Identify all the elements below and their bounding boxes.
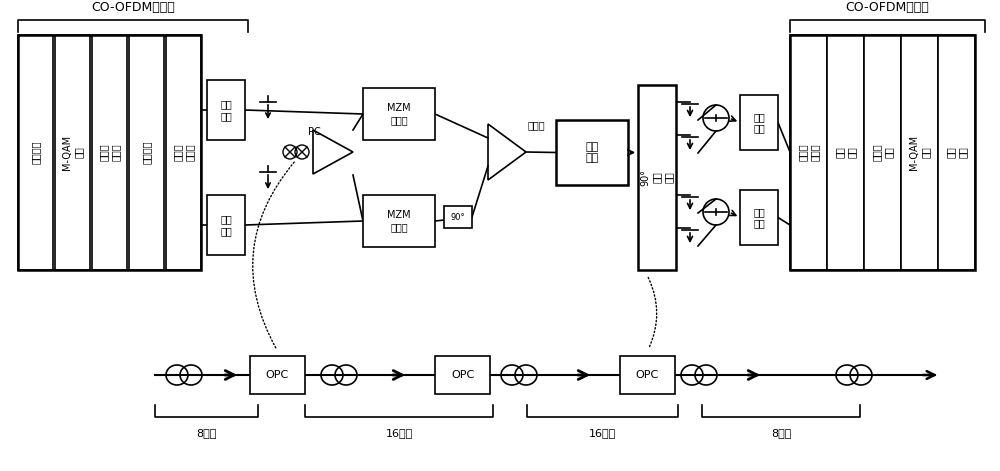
- Text: M-QAM
解调: M-QAM 解调: [909, 135, 930, 170]
- Bar: [827, 35, 864, 270]
- Text: CO-OFDM发射端: CO-OFDM发射端: [91, 1, 175, 14]
- Bar: [444, 206, 472, 228]
- Text: 8跨度: 8跨度: [196, 428, 217, 438]
- Bar: [18, 35, 53, 270]
- Text: OPC: OPC: [636, 370, 659, 380]
- Bar: [207, 80, 245, 140]
- Bar: [901, 35, 938, 270]
- Bar: [556, 120, 628, 185]
- Text: CO-OFDM接收端: CO-OFDM接收端: [846, 1, 929, 14]
- Bar: [92, 35, 127, 270]
- Text: 16跨度: 16跨度: [385, 428, 413, 438]
- Text: 光纤
链路: 光纤 链路: [585, 142, 599, 163]
- Bar: [129, 35, 164, 270]
- Bar: [638, 85, 676, 270]
- Text: 傅里叶
变换: 傅里叶 变换: [872, 144, 893, 161]
- Text: MZM
调制器: MZM 调制器: [387, 103, 411, 125]
- Text: 增加循
环前缀: 增加循 环前缀: [173, 144, 194, 161]
- Bar: [363, 195, 435, 247]
- Bar: [740, 190, 778, 245]
- Bar: [620, 356, 675, 394]
- Text: 90°: 90°: [451, 212, 465, 221]
- Text: PC: PC: [308, 127, 321, 137]
- Text: 数模
转换: 数模 转换: [220, 99, 232, 121]
- Text: M-QAM
调制: M-QAM 调制: [62, 135, 83, 170]
- Text: 数模
转换: 数模 转换: [753, 112, 765, 133]
- Text: 串并转换: 串并转换: [30, 141, 40, 164]
- Bar: [250, 356, 305, 394]
- Bar: [18, 35, 201, 270]
- Bar: [207, 195, 245, 255]
- Text: 并串
转换: 并串 转换: [946, 146, 967, 158]
- Bar: [740, 95, 778, 150]
- Bar: [938, 35, 975, 270]
- Text: 耦合器: 耦合器: [528, 120, 546, 130]
- Text: OPC: OPC: [451, 370, 474, 380]
- Bar: [363, 88, 435, 140]
- Bar: [435, 356, 490, 394]
- Bar: [864, 35, 901, 270]
- Text: 串并
转换: 串并 转换: [835, 146, 856, 158]
- Text: 8跨度: 8跨度: [771, 428, 791, 438]
- Bar: [790, 35, 975, 270]
- Text: OPC: OPC: [266, 370, 289, 380]
- Bar: [55, 35, 90, 270]
- Text: 数模
转换: 数模 转换: [753, 207, 765, 228]
- Text: MZM
调制器: MZM 调制器: [387, 210, 411, 232]
- Bar: [166, 35, 201, 270]
- Bar: [790, 35, 827, 270]
- Text: 逆傅里
叶变换: 逆傅里 叶变换: [99, 144, 120, 161]
- Text: 移除循
环前缀: 移除循 环前缀: [798, 144, 819, 161]
- Text: 并串转换: 并串转换: [142, 141, 152, 164]
- Text: 数模
转换: 数模 转换: [220, 214, 232, 236]
- Text: 90°
光混
频器: 90° 光混 频器: [640, 169, 674, 186]
- Text: 16跨度: 16跨度: [589, 428, 616, 438]
